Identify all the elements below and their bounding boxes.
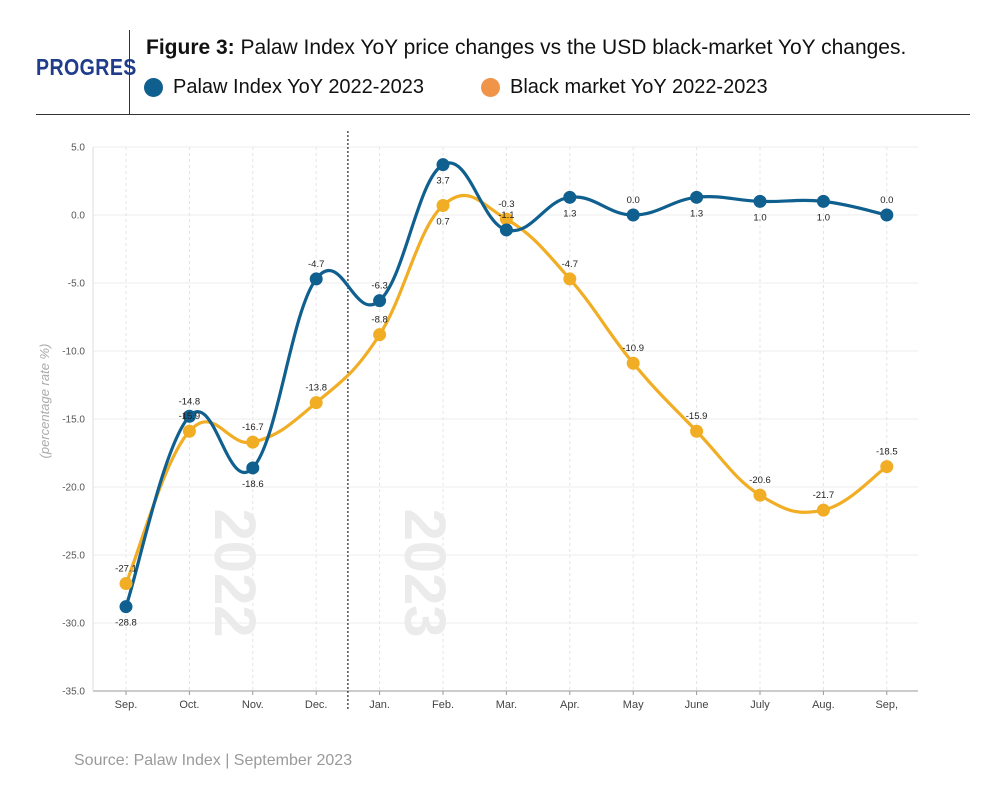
- year-watermark: 2023: [392, 508, 457, 637]
- palaw-data-point: [753, 194, 767, 208]
- black-market-data-point: [119, 577, 133, 591]
- legend-item-black-market: Black market YoY 2022-2023: [481, 76, 768, 99]
- x-tick-label: Dec.: [305, 699, 328, 711]
- black-market-data-point: [563, 272, 577, 286]
- black-market-data-label: -16.7: [242, 422, 264, 433]
- x-tick-label: Oct.: [179, 699, 199, 711]
- black-market-data-point: [499, 212, 513, 226]
- palaw-data-point: [436, 158, 450, 172]
- palaw-data-label: -18.6: [242, 479, 264, 490]
- y-axis-label: (percentage rate %): [37, 344, 52, 459]
- x-tick-label: July: [750, 699, 770, 711]
- black-market-data-point: [816, 503, 830, 517]
- palaw-data-label: 0.0: [880, 195, 893, 206]
- y-tick-label: -20.0: [62, 483, 85, 494]
- black-market-data-point: [690, 424, 704, 438]
- y-tick-label: -35.0: [62, 687, 85, 698]
- palaw-data-point: [816, 194, 830, 208]
- palaw-data-label: -14.8: [179, 396, 201, 407]
- year-watermark: 2022: [202, 508, 267, 637]
- legend-item-palaw: Palaw Index YoY 2022-2023: [144, 76, 424, 99]
- x-tick-label: Mar.: [496, 699, 517, 711]
- black-market-data-label: -4.7: [562, 259, 578, 270]
- palaw-data-label: 0.0: [627, 195, 640, 206]
- y-tick-label: -30.0: [62, 619, 85, 630]
- palaw-data-label: -28.8: [115, 618, 137, 629]
- palaw-data-label: -4.7: [308, 259, 324, 270]
- legend-marker-black-market: [481, 78, 500, 97]
- black-market-data-point: [246, 435, 260, 449]
- figure-title: Figure 3: Palaw Index YoY price changes …: [146, 36, 906, 60]
- x-tick-label: Jan.: [369, 699, 390, 711]
- x-tick-label: Apr.: [560, 699, 580, 711]
- palaw-data-point: [373, 294, 387, 308]
- black-market-data-point: [373, 328, 387, 342]
- palaw-data-label: 1.0: [817, 212, 830, 223]
- figure-title-bold: Figure 3:: [146, 36, 235, 59]
- palaw-data-point: [626, 208, 640, 222]
- progres-logo: PROGRES: [36, 54, 137, 80]
- y-tick-label: -15.0: [62, 415, 85, 426]
- palaw-data-point: [309, 272, 323, 286]
- palaw-data-label: 1.3: [563, 208, 576, 219]
- legend-label-palaw: Palaw Index YoY 2022-2023: [173, 76, 424, 98]
- black-market-data-label: -20.6: [749, 475, 771, 486]
- palaw-data-point: [563, 190, 577, 204]
- y-tick-label: 5.0: [71, 143, 85, 154]
- legend-marker-palaw: [144, 78, 163, 97]
- palaw-data-point: [246, 461, 260, 475]
- figure-title-text: Palaw Index YoY price changes vs the USD…: [234, 36, 907, 59]
- palaw-data-label: 1.3: [690, 208, 703, 219]
- x-tick-label: Feb.: [432, 699, 454, 711]
- palaw-data-point: [182, 409, 196, 423]
- x-tick-label: Sep.: [115, 699, 138, 711]
- black-market-data-label: -15.9: [686, 411, 708, 422]
- y-tick-label: -5.0: [68, 279, 86, 290]
- black-market-data-point: [309, 396, 323, 410]
- black-market-data-label: -8.8: [371, 315, 387, 326]
- palaw-data-label: -1.1: [498, 210, 514, 221]
- y-tick-label: -10.0: [62, 347, 85, 358]
- y-tick-label: 0.0: [71, 211, 85, 222]
- palaw-data-label: -6.3: [371, 281, 387, 292]
- black-market-data-point: [182, 424, 196, 438]
- black-market-data-label: -21.7: [813, 490, 835, 501]
- legend-label-black-market: Black market YoY 2022-2023: [510, 76, 768, 98]
- x-tick-label: Nov.: [242, 699, 264, 711]
- black-market-data-label: -13.8: [305, 383, 327, 394]
- source-note: Source: Palaw Index | September 2023: [74, 752, 353, 769]
- black-market-data-point: [626, 356, 640, 370]
- x-tick-label: Aug.: [812, 699, 835, 711]
- palaw-data-point: [119, 600, 133, 614]
- x-tick-label: May: [623, 699, 644, 711]
- x-tick-label: June: [685, 699, 709, 711]
- black-market-data-label: -0.3: [498, 199, 514, 210]
- black-market-data-point: [753, 488, 767, 502]
- header-horizontal-divider: [36, 114, 970, 115]
- black-market-series-line: [124, 193, 888, 585]
- black-market-data-label: -15.9: [179, 411, 201, 422]
- palaw-data-point: [499, 223, 513, 237]
- black-market-data-label: -18.5: [876, 447, 898, 458]
- black-market-data-label: -27.1: [115, 564, 137, 575]
- palaw-data-point: [880, 208, 894, 222]
- header-vertical-divider: [129, 30, 130, 114]
- black-market-data-label: 0.7: [436, 216, 449, 227]
- black-market-data-label: -10.9: [622, 343, 644, 354]
- palaw-data-label: 3.7: [436, 176, 449, 187]
- x-tick-label: Sep,: [875, 699, 898, 711]
- palaw-data-point: [690, 190, 704, 204]
- black-market-data-point: [436, 198, 450, 212]
- y-tick-label: -25.0: [62, 551, 85, 562]
- black-market-data-point: [880, 460, 894, 474]
- palaw-data-label: 1.0: [753, 212, 766, 223]
